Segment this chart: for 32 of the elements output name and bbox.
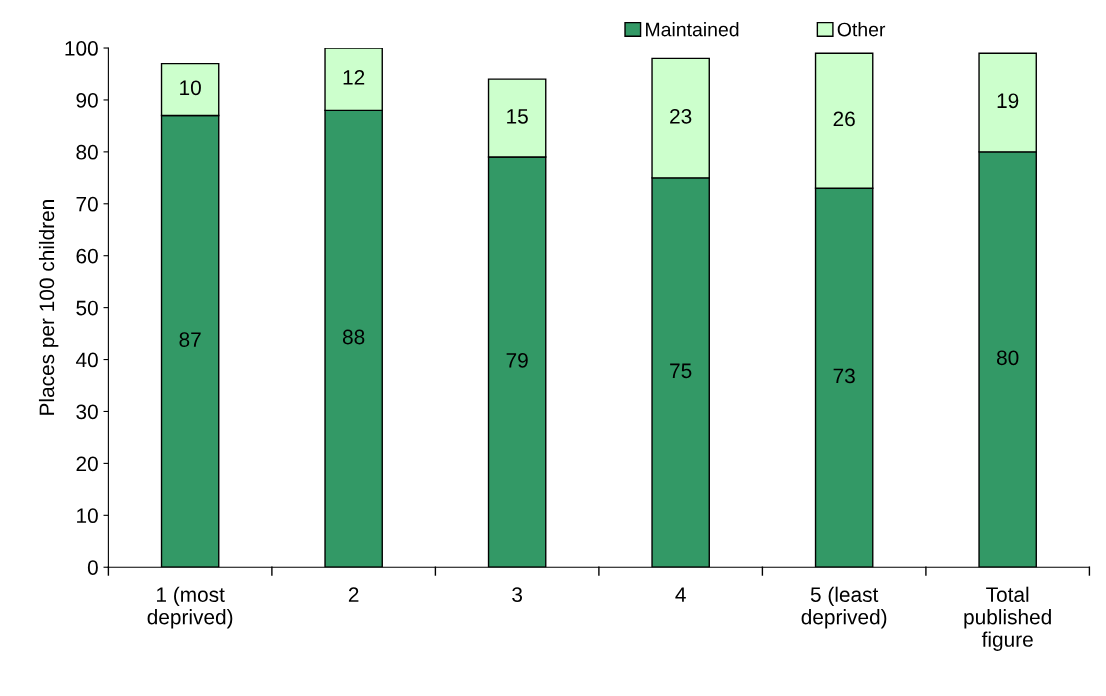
y-tick-label: 10 (77, 508, 98, 524)
y-tick-label: 70 (76, 196, 98, 212)
y-tick-label: 100 (65, 41, 98, 56)
y-tick-label: 30 (76, 404, 98, 420)
data-label: 10 (180, 80, 201, 96)
data-label: 87 (179, 332, 201, 347)
y-tick-label: 0 (87, 560, 98, 575)
data-label: 19 (997, 93, 1019, 109)
y-tick-label: 80 (76, 144, 98, 160)
x-tick-label: 2 (348, 587, 359, 602)
data-label: 80 (996, 350, 1019, 366)
legend-label: Other (837, 22, 886, 37)
y-tick-label: 20 (76, 456, 98, 472)
data-label: 15 (507, 109, 528, 124)
data-label: 73 (833, 368, 855, 384)
data-label: 88 (342, 329, 365, 345)
data-label: 79 (506, 352, 528, 368)
y-tick-label: 40 (75, 352, 98, 368)
x-tick-label: 1 (most deprived) (147, 586, 233, 629)
legend-label: Maintained (646, 22, 739, 37)
y-tick-label: 50 (76, 300, 98, 316)
data-label: 26 (833, 111, 855, 127)
y-tick-label: 60 (76, 248, 98, 264)
y-tick-label: 90 (76, 92, 98, 108)
data-label: 75 (670, 363, 692, 379)
data-label: 23 (670, 108, 692, 124)
x-tick-label: 3 (512, 587, 523, 602)
y-axis-title: Places per 100 children (38, 200, 59, 415)
x-tick-label: 4 (675, 587, 686, 602)
data-label: 12 (343, 70, 365, 85)
x-tick-label: Total published figure (964, 586, 1051, 651)
x-tick-label: 5 (least deprived) (801, 586, 887, 629)
